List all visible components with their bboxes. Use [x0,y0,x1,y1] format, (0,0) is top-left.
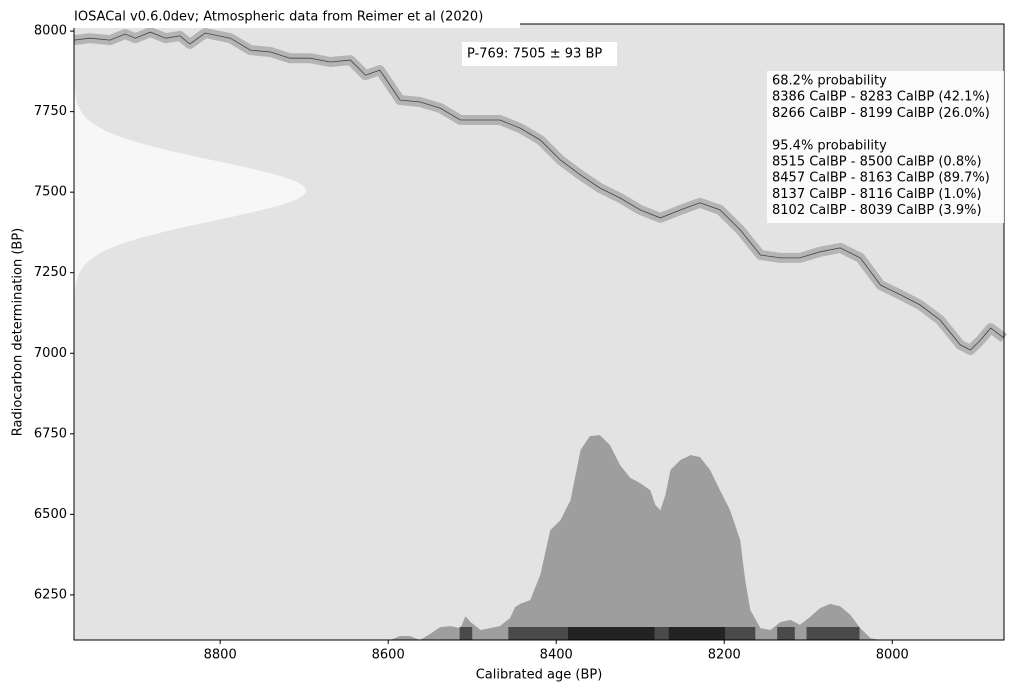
range-label: 8137 CalBP - 8116 CalBP (1.0%) [772,187,982,202]
calibrated-density [389,435,881,640]
range-label: 8386 CalBP - 8283 CalBP (42.1%) [772,90,990,105]
range-label: 8266 CalBP - 8199 CalBP (26.0%) [772,106,990,121]
x-tick-label: 8000 [876,648,909,663]
range-bar [668,627,726,640]
date-distribution [74,55,306,326]
range-bar [806,627,860,640]
x-tick-label: 8200 [708,648,741,663]
range-label: 8102 CalBP - 8039 CalBP (3.9%) [772,203,982,218]
x-tick-label: 8600 [372,648,405,663]
y-tick-label: 7250 [34,265,67,280]
range-label: 8515 CalBP - 8500 CalBP (0.8%) [772,155,982,170]
plot-frame [73,23,1005,641]
range-label: 8457 CalBP - 8163 CalBP (89.7%) [772,171,990,186]
y-tick-label: 7000 [34,346,67,361]
y-tick-label: 7500 [34,185,67,200]
title-box [70,6,520,28]
range-bar [567,627,655,640]
x-axis-label: Calibrated age (BP) [476,668,603,683]
x-tick-label: 8400 [540,648,573,663]
y-tick-label: 6500 [34,507,67,522]
curve-line [73,31,1005,351]
date-label-box [462,42,617,66]
range-bar [459,627,473,640]
chart-title: IOSACal v0.6.0dev; Atmospheric data from… [74,10,483,25]
probability-heading: 68.2% probability [772,74,887,89]
date-label: P-769: 7505 ± 93 BP [467,47,602,62]
x-tick-label: 8800 [204,648,237,663]
y-axis-label: Radiocarbon determination (BP) [11,228,26,436]
y-tick-label: 6250 [34,587,67,602]
y-tick-label: 8000 [34,24,67,39]
probability-heading: 95.4% probability [772,138,887,153]
y-tick-label: 6750 [34,426,67,441]
probability-box [767,71,1004,223]
y-tick-label: 7750 [34,104,67,119]
range-bar [777,627,795,640]
